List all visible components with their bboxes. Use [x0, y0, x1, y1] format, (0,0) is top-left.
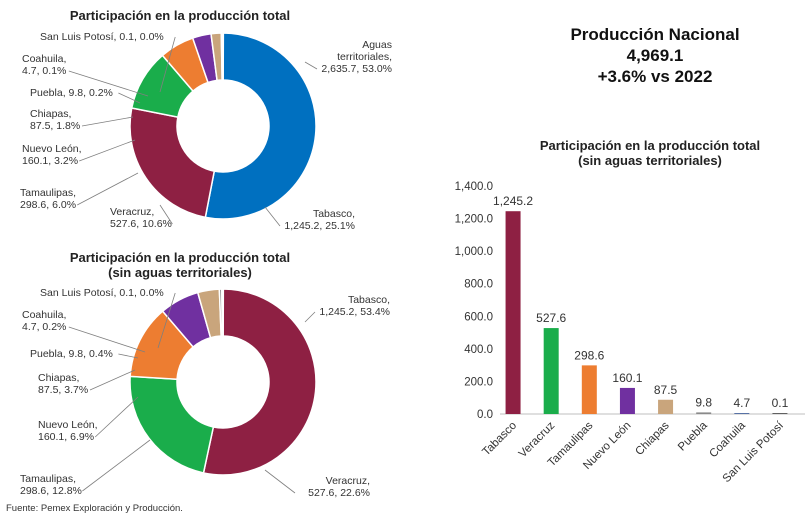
y-tick-label: 1,400.0	[455, 181, 493, 193]
slice-veracruz	[129, 375, 215, 474]
leader-line	[159, 36, 176, 93]
slice-tabasco	[129, 107, 216, 219]
slice-label-coahuila: Coahuila, 4.7, 0.2%	[22, 309, 66, 333]
bar-value-label: 160.1	[612, 371, 642, 385]
slice-label-puebla: Puebla, 9.8, 0.4%	[30, 348, 113, 360]
slice-label-chiapas: Chiapas, 87.5, 3.7%	[38, 372, 88, 396]
leader-line	[68, 70, 149, 97]
slice-label-puebla: Puebla, 9.8, 0.2%	[30, 87, 113, 99]
leader-line	[82, 439, 151, 492]
leader-line	[159, 204, 173, 225]
leader-line	[89, 369, 136, 391]
slice-label-nuevo-leon: Nuevo León, 160.1, 3.2%	[22, 143, 82, 167]
slice-label-tamaulipas: Tamaulipas, 298.6, 6.0%	[20, 187, 76, 211]
leader-line	[304, 311, 316, 323]
slice-aguas-territoriales	[204, 32, 317, 220]
donut1-title: Participación en la producción total	[69, 8, 291, 23]
slice-label-tabasco: Tabasco, 1,245.2, 53.4%	[319, 294, 390, 318]
bar-nuevo-leon	[619, 387, 635, 414]
bar-tabasco	[505, 211, 521, 414]
bar-title: Participación en la producción total (sin…	[539, 138, 761, 168]
source-note: Fuente: Pemex Exploración y Producción.	[6, 503, 183, 514]
bar-chart: 0.0 200.0 400.0 600.0 800.0 1,000.0 1,200.0 1,4…	[455, 181, 805, 485]
bar-value-label: 4.7	[733, 396, 750, 410]
national-production-change: +3.6% vs 2022	[597, 67, 713, 86]
leader-line	[79, 139, 136, 162]
slice-label-chiapas: Chiapas, 87.5, 1.8%	[30, 108, 80, 132]
bar-value-label: 87.5	[654, 383, 678, 397]
slice-label-nuevo-leon: Nuevo León, 160.1, 6.9%	[38, 419, 98, 443]
y-tick-label: 0.0	[477, 409, 493, 421]
slice-label-san-luis-potosi: San Luis Potosí, 0.1, 0.0%	[40, 31, 164, 43]
bar-coahuila	[734, 413, 750, 414]
leader-line	[304, 61, 318, 70]
slice-label-veracruz: Veracruz, 527.6, 22.6%	[308, 475, 370, 499]
bar-value-label: 298.6	[574, 348, 604, 362]
leader-line	[68, 326, 146, 353]
leader-line	[94, 396, 139, 438]
y-tick-label: 1,200.0	[455, 214, 493, 226]
x-tick-label: Chiapas	[633, 419, 671, 457]
leader-line	[264, 469, 296, 494]
slice-label-veracruz: Veracruz, 527.6, 10.6%	[110, 206, 172, 230]
y-tick-label: 200.0	[464, 376, 493, 388]
bar-veracruz	[543, 328, 559, 414]
leader-line	[81, 116, 134, 127]
x-tick-label: Tabasco	[480, 420, 519, 459]
slice-label-tabasco: Tabasco, 1,245.2, 25.1%	[284, 208, 355, 232]
slice-label-tamaulipas: Tamaulipas, 298.6, 12.8%	[20, 473, 82, 497]
slice-label-coahuila: Coahuila, 4.7, 0.1%	[22, 53, 66, 77]
donut-chart-1: Aguas territoriales, 2,635.7, 53.0% Tabasco…	[20, 31, 392, 232]
leader-line	[118, 92, 141, 104]
y-tick-label: 600.0	[464, 311, 493, 323]
leader-line	[118, 353, 139, 359]
donut-chart-2: Tabasco, 1,245.2, 53.4% Veracruz, 527.6, 22…	[20, 287, 390, 499]
leader-line	[157, 292, 176, 349]
bar-san-luis-potosi	[772, 413, 788, 414]
bar-value-label: 9.8	[695, 395, 712, 409]
slice-label-san-luis-potosi: San Luis Potosí, 0.1, 0.0%	[40, 287, 164, 299]
y-tick-label: 800.0	[464, 279, 493, 291]
bar-puebla	[696, 412, 712, 414]
bar-value-label: 527.6	[536, 311, 566, 325]
leader-line	[264, 206, 281, 227]
national-production-summary: Producción Nacional 4,969.1 +3.6% vs 202…	[525, 24, 785, 87]
x-tick-label: Puebla	[676, 419, 710, 453]
y-tick-label: 400.0	[464, 344, 493, 356]
bar-tamaulipas	[581, 365, 597, 414]
national-production-title: Producción Nacional	[570, 25, 740, 44]
slice-label-aguas-territoriales: Aguas territoriales, 2,635.7, 53.0%	[321, 39, 392, 75]
bar-value-label: 1,245.2	[493, 194, 533, 208]
leader-line	[77, 172, 139, 206]
bar-value-label: 0.1	[772, 396, 789, 410]
y-tick-label: 1,000.0	[455, 246, 493, 258]
bar-chiapas	[658, 399, 674, 414]
national-production-value: 4,969.1	[626, 46, 684, 65]
donut2-title: Participación en la producción total (sin…	[69, 250, 291, 280]
slice-tabasco	[202, 288, 317, 476]
